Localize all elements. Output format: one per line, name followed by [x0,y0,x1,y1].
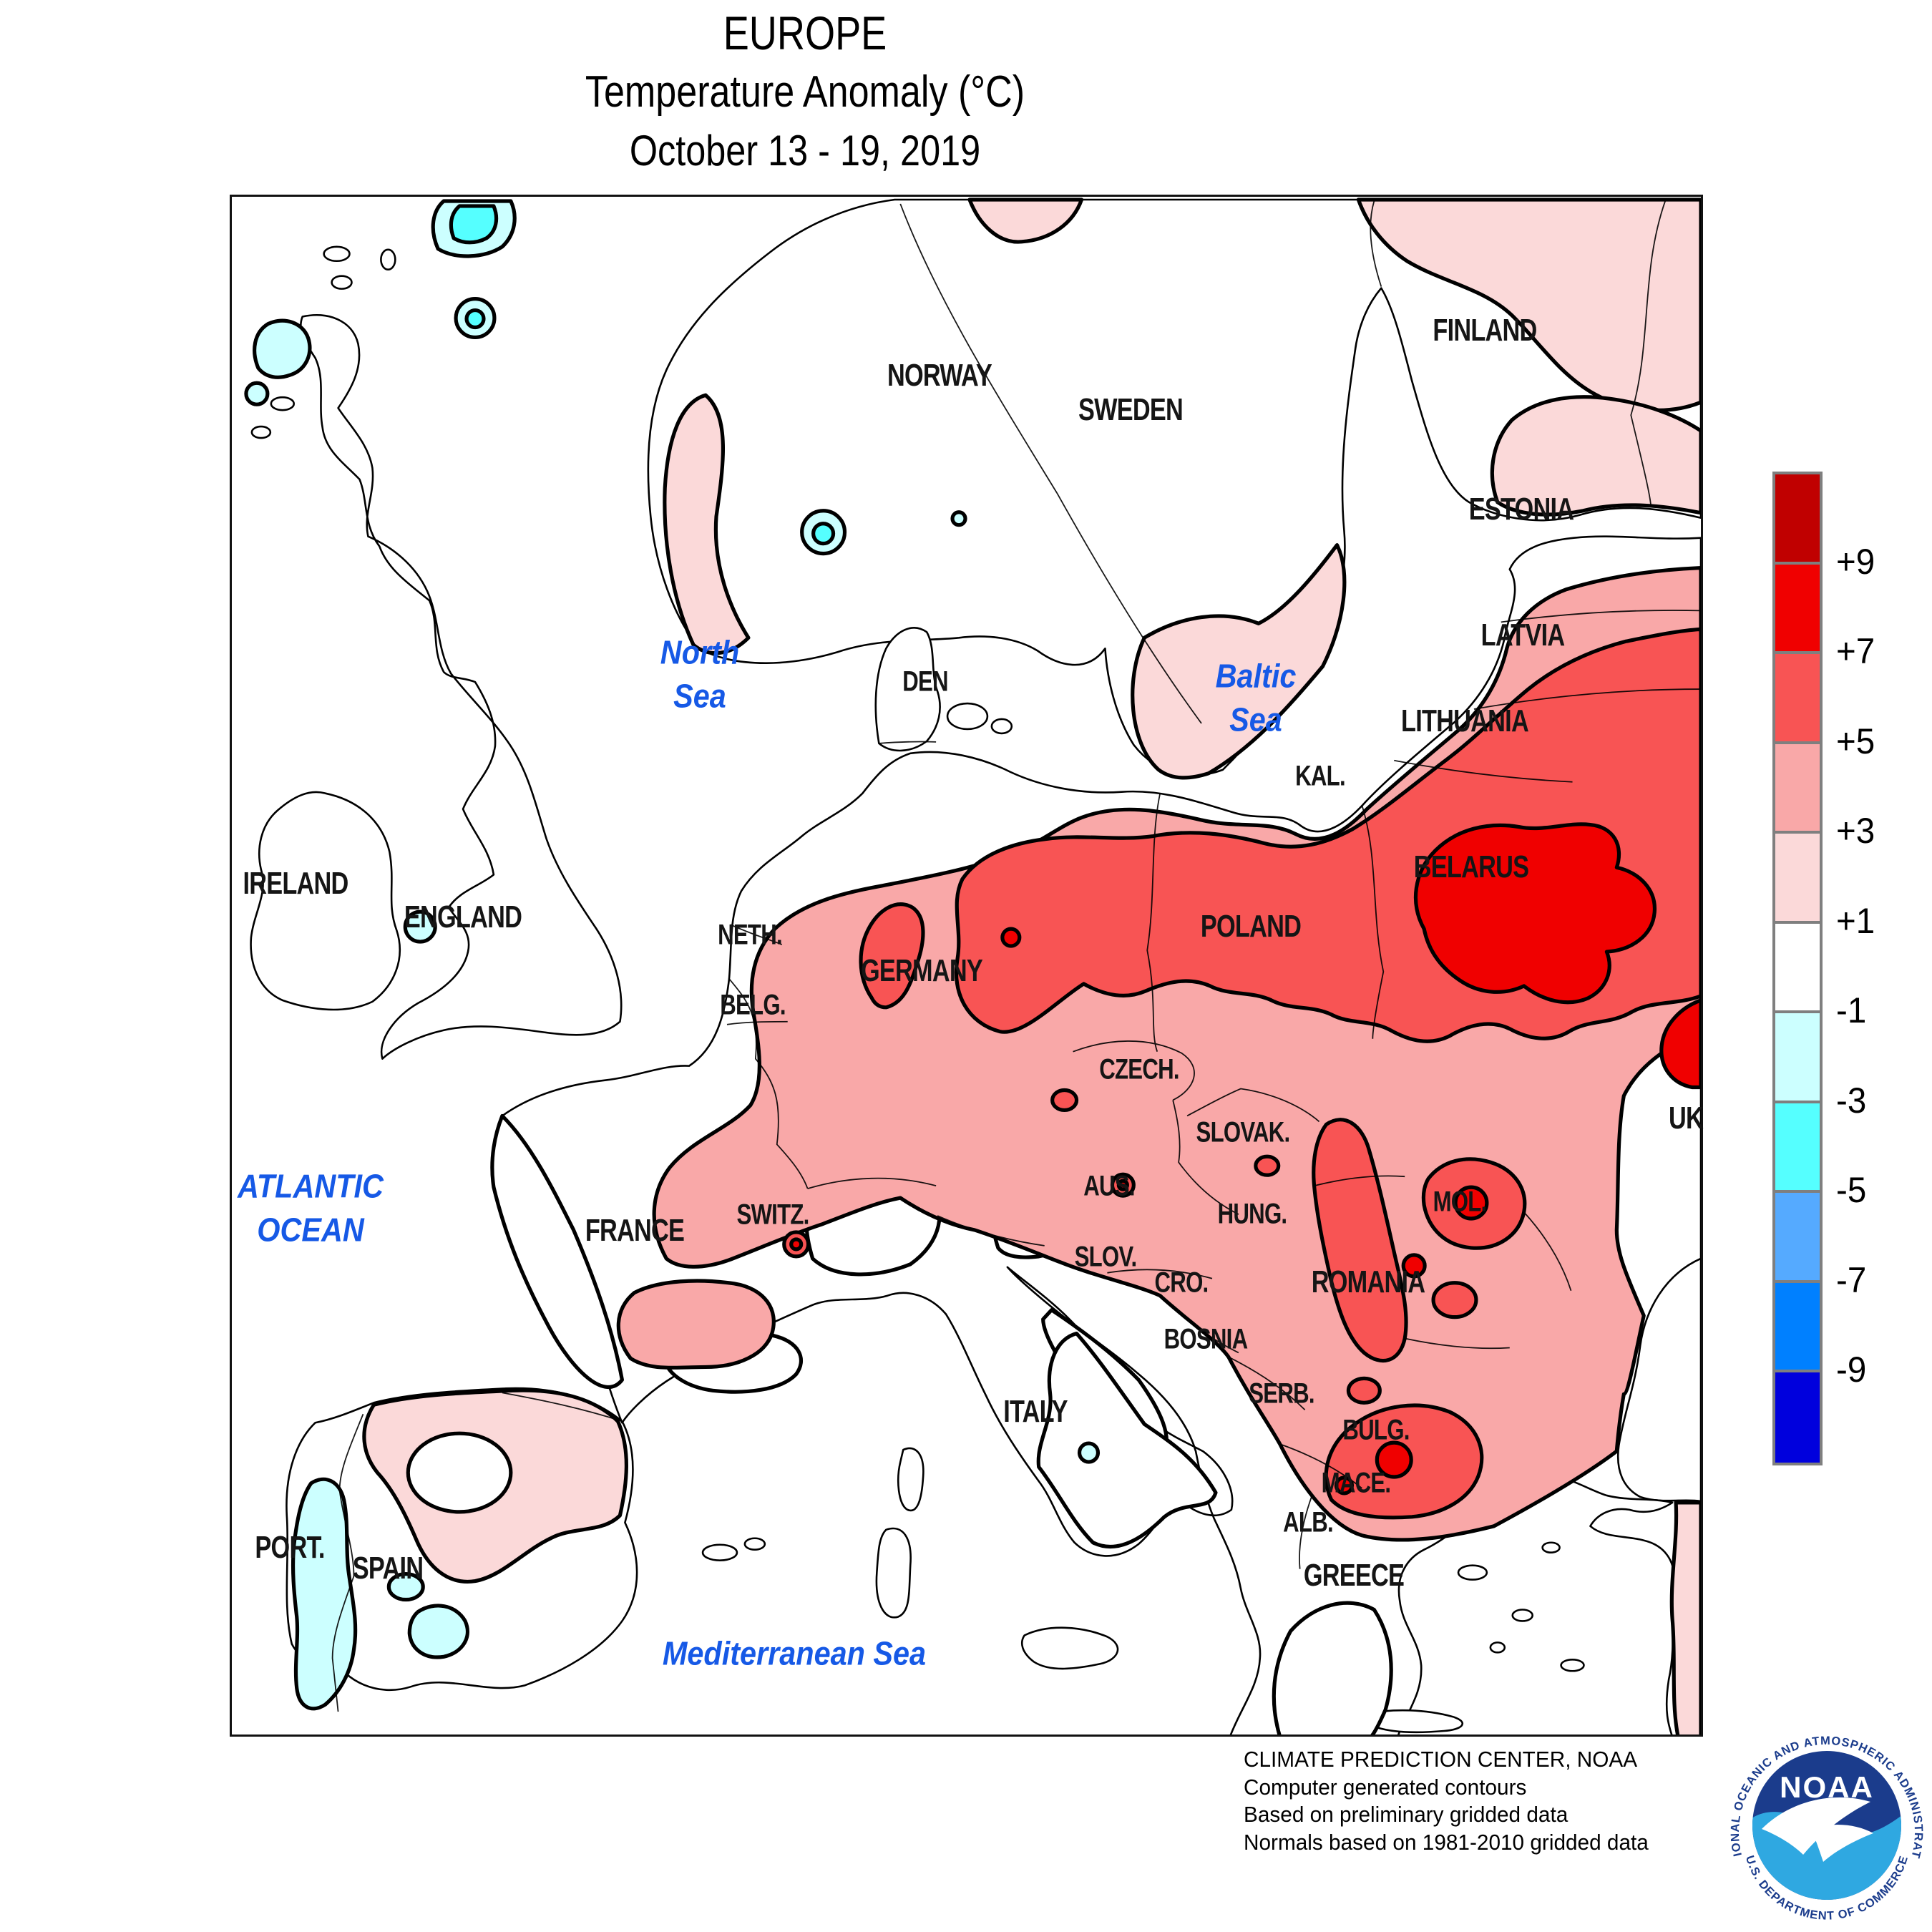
legend-color-block-5 [1775,923,1820,1013]
island-shetland [380,248,396,271]
island-hebrides-1 [270,396,296,411]
title-region: EUROPE [723,6,887,59]
logo-seagull-wing-icon [1810,1825,1873,1862]
land-ireland [250,791,401,1011]
logo-seagull-icon [1762,1797,1870,1855]
anomaly-patches [244,197,1701,1735]
legend-tick-minus5: -5 [1836,1170,1867,1210]
legend-color-block-2 [1775,654,1820,744]
island-crete [1366,1709,1463,1734]
island-corsica [897,1447,924,1512]
map-canvas [232,197,1701,1735]
legend-color-block-0 [1775,474,1820,565]
credit-line-3: Based on preliminary gridded data [1244,1802,1568,1827]
title-variable: Temperature Anomaly (°C) [585,67,1025,117]
anomaly-plus7-plus9 [789,822,1701,1496]
logo-org-text: NOAA [1780,1770,1874,1804]
legend-color-block-6 [1775,1013,1820,1103]
europe-anomaly-map [230,195,1703,1737]
island-hebrides-2 [250,425,272,439]
credit-line-4: Normals based on 1981-2010 gridded data [1244,1829,1649,1855]
island-aegean-2 [1511,1609,1533,1622]
legend-tick-plus3: +3 [1836,811,1875,851]
title-date-range: October 13 - 19, 2019 [629,127,981,175]
credits-block: CLIMATE PREDICTION CENTER, NOAA Computer … [1244,1746,1665,1856]
legend-tick-minus1: -1 [1836,990,1867,1030]
legend-tick-plus5: +5 [1836,721,1875,761]
logo-inner-disc [1752,1751,1901,1900]
map-title-block: EUROPE Temperature Anomaly (°C) October … [0,4,1610,179]
legend-tick-plus1: +1 [1836,900,1875,941]
island-zealand [946,702,989,731]
island-orkney [331,275,353,290]
sea-notches [1366,1257,1701,1735]
legend-tick-plus9: +9 [1836,541,1875,582]
anomaly-minus3-minus5 [449,204,836,546]
island-menorca [743,1537,766,1551]
noaa-logo: NOAA NATIONAL OCEANIC AND ATMOSPHERIC AD… [1714,1712,1931,1930]
legend-color-block-10 [1775,1372,1820,1463]
island-mallorca [701,1543,738,1561]
credit-line-2: Computer generated contours [1244,1774,1527,1800]
island-aegean-1 [1457,1564,1488,1581]
island-sardinia [875,1527,912,1619]
legend-color-block-7 [1775,1103,1820,1193]
legend-color-block-3 [1775,743,1820,834]
island-small-baltic [990,718,1013,735]
land-great-britain [299,313,623,1060]
island-faroe [323,245,351,263]
anomaly-color-scale [1772,472,1823,1465]
legend-tick-minus3: -3 [1836,1080,1867,1121]
anomaly-plus1-plus3 [362,197,1701,1735]
legend-tick-minus9: -9 [1836,1350,1867,1390]
credit-line-1: CLIMATE PREDICTION CENTER, NOAA [1244,1747,1638,1772]
island-aegean-5 [1541,1541,1561,1554]
legend-color-block-8 [1775,1193,1820,1283]
legend-tick-plus7: +7 [1836,631,1875,671]
legend-color-block-9 [1775,1282,1820,1372]
island-aegean-3 [1560,1658,1585,1672]
legend-color-block-1 [1775,564,1820,654]
island-aegean-4 [1489,1641,1506,1654]
political-borders [331,200,1701,1712]
legend-color-block-4 [1775,834,1820,924]
island-sicily [1021,1626,1119,1670]
legend-tick-minus7: -7 [1836,1259,1867,1300]
